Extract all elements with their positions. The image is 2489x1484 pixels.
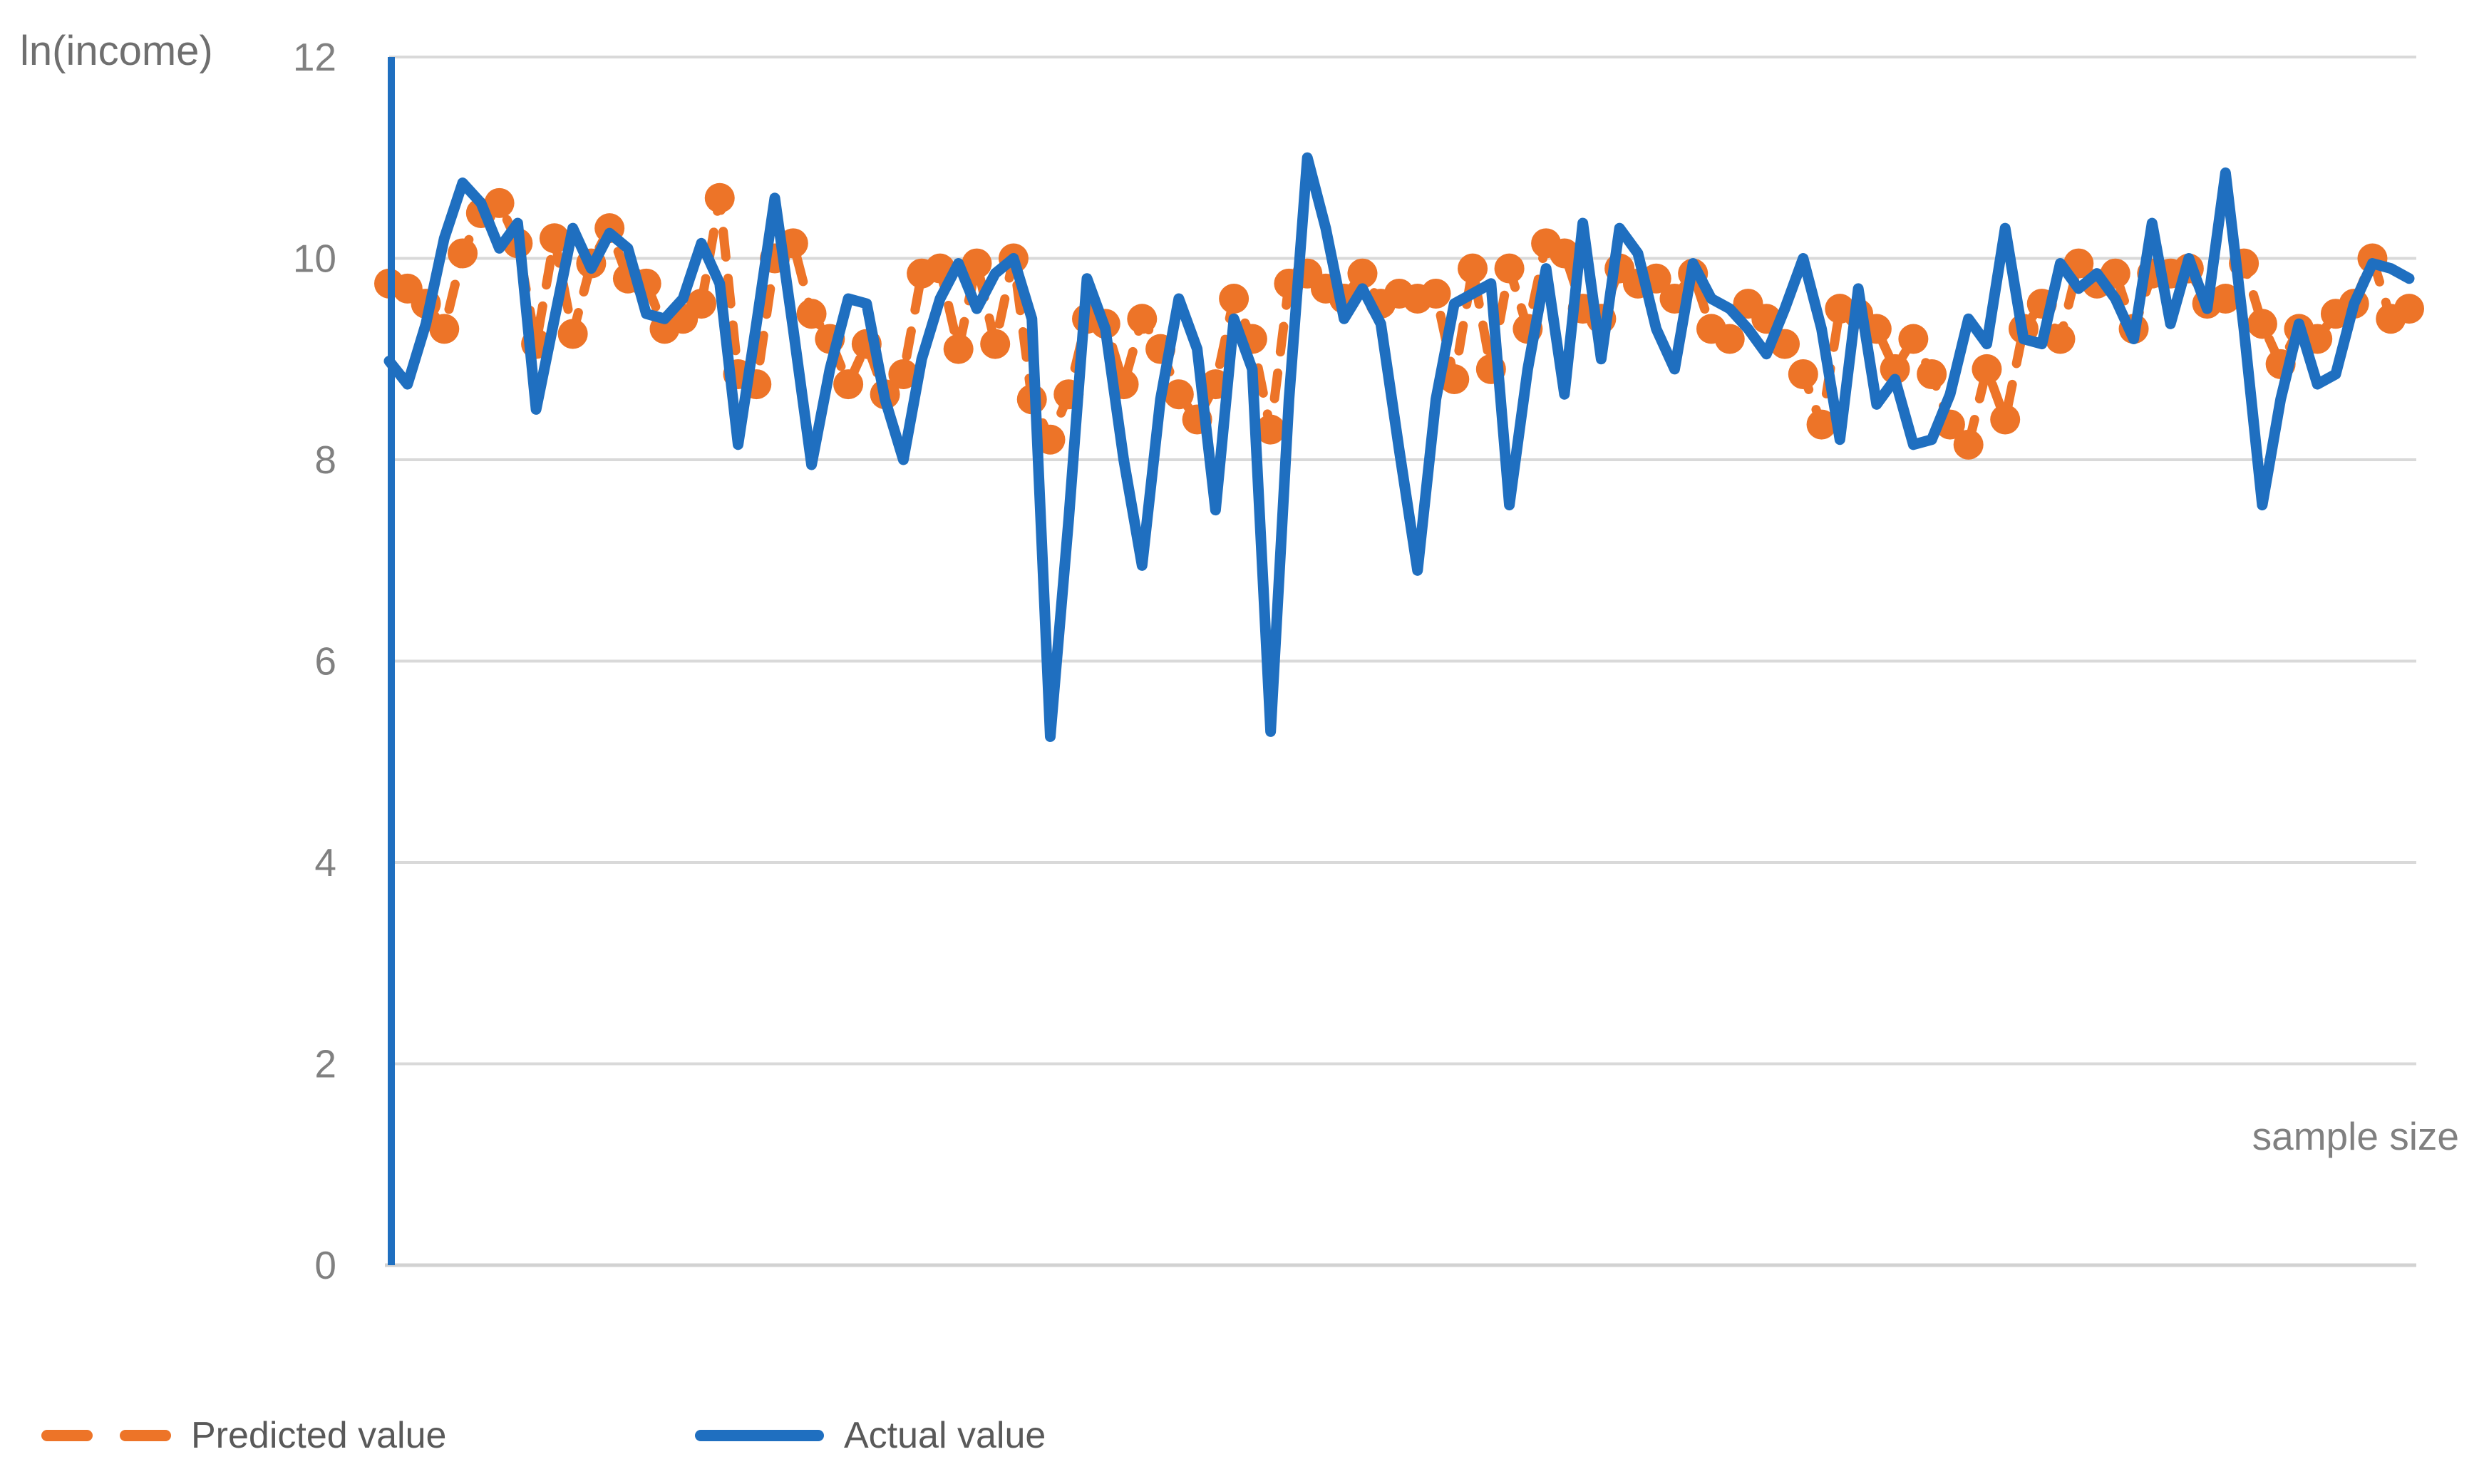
predicted-marker xyxy=(2210,284,2241,314)
predicted-marker xyxy=(962,248,992,279)
predicted-marker xyxy=(686,289,716,319)
predicted-marker xyxy=(1880,354,1910,384)
y-axis-title: ln(income) xyxy=(20,28,213,74)
predicted-marker xyxy=(1255,414,1286,445)
actual-legend-label: Actual value xyxy=(844,1415,1046,1456)
predicted-marker xyxy=(557,319,588,349)
y-tick-label: 4 xyxy=(314,840,336,885)
actual-legend-swatch xyxy=(695,1430,824,1441)
dash-segment-icon xyxy=(41,1430,93,1441)
predicted-marker xyxy=(2045,324,2076,354)
y-tick-label: 10 xyxy=(293,237,336,281)
predicted-marker xyxy=(704,182,735,213)
y-tick-label: 0 xyxy=(314,1243,336,1287)
predicted-marker xyxy=(1421,278,1451,309)
predicted-marker xyxy=(1494,253,1525,284)
actual-series-line xyxy=(383,152,2415,742)
predicted-marker xyxy=(1953,429,1984,460)
predicted-marker xyxy=(1898,324,1929,354)
predicted-marker xyxy=(1549,238,1580,269)
predicted-marker xyxy=(2394,294,2424,324)
predicted-marker xyxy=(980,329,1011,359)
y-tick-label: 12 xyxy=(293,35,336,79)
predicted-marker xyxy=(2247,309,2277,339)
predicted-marker xyxy=(1219,284,1249,314)
y-tick-label: 2 xyxy=(314,1042,336,1086)
predicted-marker xyxy=(1439,364,1470,394)
legend: Predicted value Actual value xyxy=(0,1406,2489,1465)
x-axis-label: sample size xyxy=(2252,1114,2459,1158)
predicted-marker xyxy=(796,299,827,329)
predicted-marker xyxy=(833,369,864,400)
predicted-marker xyxy=(448,238,478,269)
predicted-marker xyxy=(1972,354,2002,384)
y-tick-label: 8 xyxy=(314,438,336,482)
predicted-marker xyxy=(1990,404,2021,435)
dash-segment-icon xyxy=(120,1430,171,1441)
predicted-marker xyxy=(1714,324,1745,354)
legend-item-predicted: Predicted value xyxy=(41,1406,446,1465)
predicted-marker xyxy=(1788,359,1818,389)
predicted-marker xyxy=(429,314,460,344)
legend-item-actual: Actual value xyxy=(695,1406,1046,1465)
predicted-marker xyxy=(888,359,919,389)
predicted-marker xyxy=(1458,253,1488,284)
predicted-marker xyxy=(1347,258,1378,289)
predicted-marker xyxy=(1917,359,1947,389)
predicted-legend-swatch xyxy=(41,1430,171,1441)
y-tick-label: 6 xyxy=(314,639,336,684)
predicted-marker xyxy=(1127,304,1158,334)
predicted-legend-label: Predicted value xyxy=(191,1415,447,1456)
predicted-marker xyxy=(943,334,974,364)
predicted-marker xyxy=(539,223,570,254)
predicted-marker xyxy=(1163,379,1194,410)
predicted-marker xyxy=(1806,409,1837,440)
predicted-marker xyxy=(484,187,515,218)
